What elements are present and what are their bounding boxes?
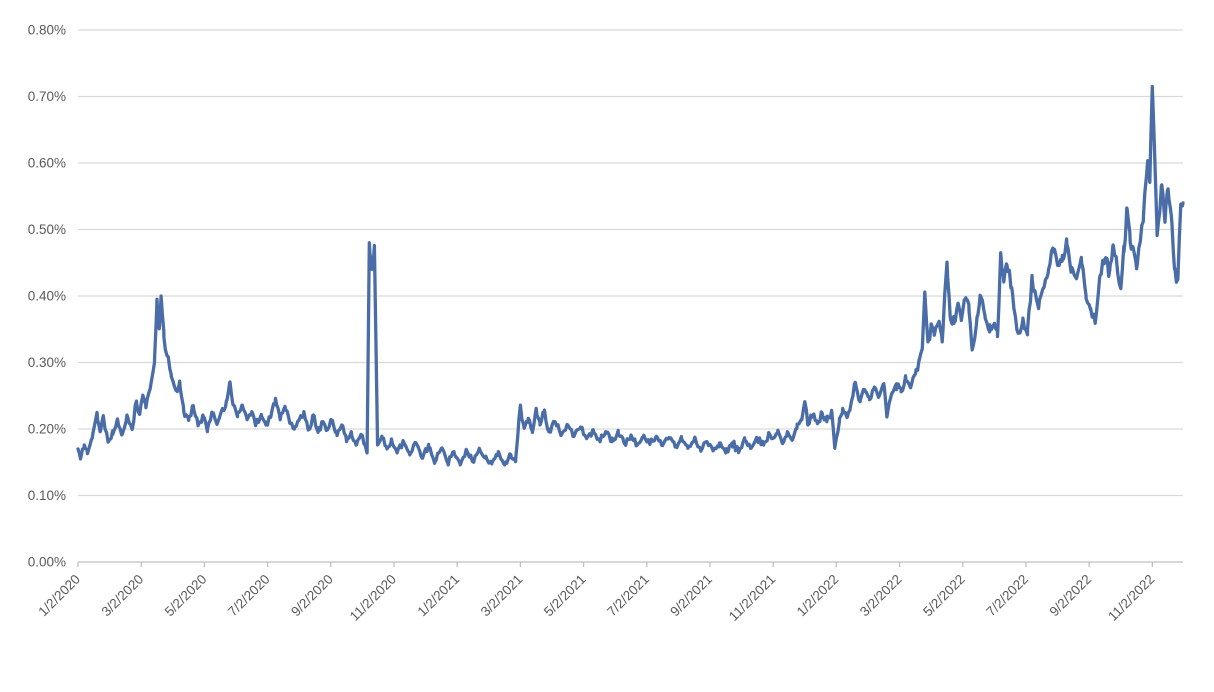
x-axis-tick-label: 3/2/2022 <box>857 572 905 620</box>
x-axis-tick-label: 1/2/2022 <box>794 572 842 620</box>
x-axis-tick-label: 7/2/2020 <box>225 572 273 620</box>
y-axis-tick-label: 0.10% <box>28 488 66 503</box>
y-axis-tick-label: 0.00% <box>28 555 66 570</box>
y-axis-tick-label: 0.60% <box>28 156 66 171</box>
y-axis-tick-label: 0.30% <box>28 355 66 370</box>
data-series <box>76 84 1185 467</box>
x-axis-tick-label: 9/2/2020 <box>288 572 336 620</box>
x-axis-tick-label: 1/2/2020 <box>35 572 83 620</box>
y-axis-tick-label: 0.70% <box>28 89 66 104</box>
y-axis-tick-label: 0.40% <box>28 289 66 304</box>
x-axis-tick-label: 7/2/2021 <box>604 572 652 620</box>
x-axis-tick-label: 5/2/2022 <box>920 572 968 620</box>
x-axis-tick-label: 11/2/2021 <box>726 572 778 624</box>
x-axis-tick-label: 11/2/2022 <box>1105 572 1157 624</box>
gridlines <box>78 29 1183 563</box>
x-axis-tick-label: 9/2/2022 <box>1046 572 1094 620</box>
x-axis-tick-label: 3/2/2020 <box>99 572 147 620</box>
y-axis-tick-label: 0.20% <box>28 422 66 437</box>
x-axis-tick-label: 9/2/2021 <box>667 572 715 620</box>
x-axis-tick-label: 3/2/2021 <box>478 572 526 620</box>
x-axis-tick-label: 5/2/2020 <box>162 572 210 620</box>
y-axis-labels: 0.00% 0.10% 0.20% 0.30% 0.40% 0.50% 0.60% 0.70%… <box>28 23 66 570</box>
x-axis-tick-label: 5/2/2021 <box>541 572 589 620</box>
data-line <box>76 84 1185 467</box>
y-axis-tick-label: 0.80% <box>28 23 66 38</box>
x-axis-tick-label: 7/2/2022 <box>983 572 1031 620</box>
y-axis-tick-label: 0.50% <box>28 222 66 237</box>
x-axis-tick-label: 11/2/2020 <box>347 572 399 624</box>
x-axis: 1/2/2020 3/2/2020 5/2/2020 7/2/2020 9/2/2020… <box>35 562 1157 624</box>
x-axis-tick-label: 1/2/2021 <box>415 572 463 620</box>
